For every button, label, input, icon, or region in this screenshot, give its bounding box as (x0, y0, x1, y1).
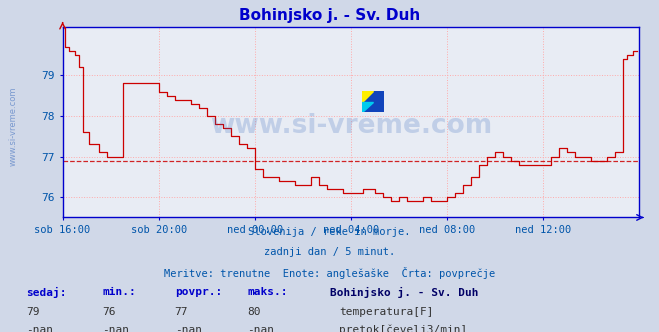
Text: 80: 80 (247, 307, 260, 317)
Polygon shape (362, 91, 373, 102)
Text: www.si-vreme.com: www.si-vreme.com (9, 86, 18, 166)
Text: Bohinjsko j. - Sv. Duh: Bohinjsko j. - Sv. Duh (239, 8, 420, 23)
Text: Slovenija / reke in morje.: Slovenija / reke in morje. (248, 227, 411, 237)
Text: -nan: -nan (247, 325, 274, 332)
Text: povpr.:: povpr.: (175, 287, 222, 297)
Text: 79: 79 (26, 307, 40, 317)
Text: Bohinjsko j. - Sv. Duh: Bohinjsko j. - Sv. Duh (330, 287, 478, 298)
Text: -nan: -nan (102, 325, 129, 332)
Text: min.:: min.: (102, 287, 136, 297)
Text: temperatura[F]: temperatura[F] (339, 307, 434, 317)
Text: zadnji dan / 5 minut.: zadnji dan / 5 minut. (264, 247, 395, 257)
Text: 77: 77 (175, 307, 188, 317)
Text: pretok[čevelj3/min]: pretok[čevelj3/min] (339, 325, 468, 332)
Text: maks.:: maks.: (247, 287, 287, 297)
Polygon shape (362, 102, 373, 113)
Text: -nan: -nan (175, 325, 202, 332)
Text: Meritve: trenutne  Enote: anglešaške  Črta: povprečje: Meritve: trenutne Enote: anglešaške Črta… (164, 267, 495, 279)
Text: -nan: -nan (26, 325, 53, 332)
Text: www.si-vreme.com: www.si-vreme.com (210, 113, 492, 139)
Text: sedaj:: sedaj: (26, 287, 67, 298)
Text: 76: 76 (102, 307, 115, 317)
